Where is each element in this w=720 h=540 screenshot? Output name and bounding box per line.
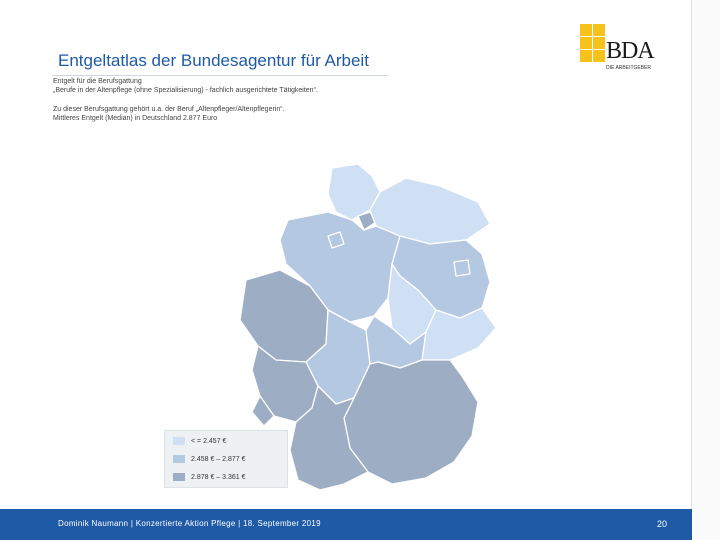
legend-swatch (173, 455, 185, 463)
region-baden-wuerttemberg[interactable] (289, 385, 369, 491)
logo-square (580, 24, 592, 36)
description-line: Zu dieser Berufsgattung gehört u.a. der … (53, 106, 285, 113)
footer-bar: Dominik Naumann | Konzertierte Aktion Pf… (0, 509, 692, 540)
region-bayern[interactable] (343, 359, 479, 485)
legend-label: 2.878 € – 3.361 € (191, 473, 246, 481)
legend-item: < = 2.457 € (165, 433, 287, 449)
title-underline (52, 75, 388, 76)
legend-label: 2.458 € – 2.877 € (191, 455, 246, 463)
legend-swatch (173, 473, 185, 481)
logo-square (593, 37, 605, 49)
region-saarland[interactable] (251, 395, 275, 427)
description-line: Mittleres Entgelt (Median) in Deutschlan… (53, 115, 218, 122)
logo-tagline: DIE ARBEITGEBER (606, 65, 652, 71)
logo-letters: BDA (606, 38, 655, 64)
germany-map (240, 163, 497, 491)
slide-side-border (691, 0, 720, 540)
map-legend: < = 2.457 € 2.458 € – 2.877 € 2.878 € – … (164, 430, 288, 488)
logo-square (593, 50, 605, 62)
footer-text: Dominik Naumann | Konzertierte Aktion Pf… (58, 519, 321, 528)
description: Entgelt für die Berufsgattung „Berufe in… (53, 77, 318, 123)
slide-title: Entgeltatlas der Bundesagentur für Arbei… (58, 51, 369, 70)
legend-swatch (173, 437, 185, 445)
page-number: 20 (657, 519, 668, 529)
legend-item: 2.458 € – 2.877 € (165, 451, 287, 467)
logo-square (593, 24, 605, 36)
region-berlin[interactable] (453, 259, 471, 277)
region-bremen[interactable] (327, 231, 345, 249)
legend-item: 2.878 € – 3.361 € (165, 469, 287, 485)
legend-label: < = 2.457 € (191, 437, 227, 445)
description-line: „Berufe in der Altenpflege (ohne Spezial… (53, 87, 318, 94)
logo-square (580, 50, 592, 62)
description-line: Entgelt für die Berufsgattung (53, 78, 142, 85)
bda-logo: BDA DIE ARBEITGEBER (580, 24, 690, 76)
logo-square (580, 37, 592, 49)
